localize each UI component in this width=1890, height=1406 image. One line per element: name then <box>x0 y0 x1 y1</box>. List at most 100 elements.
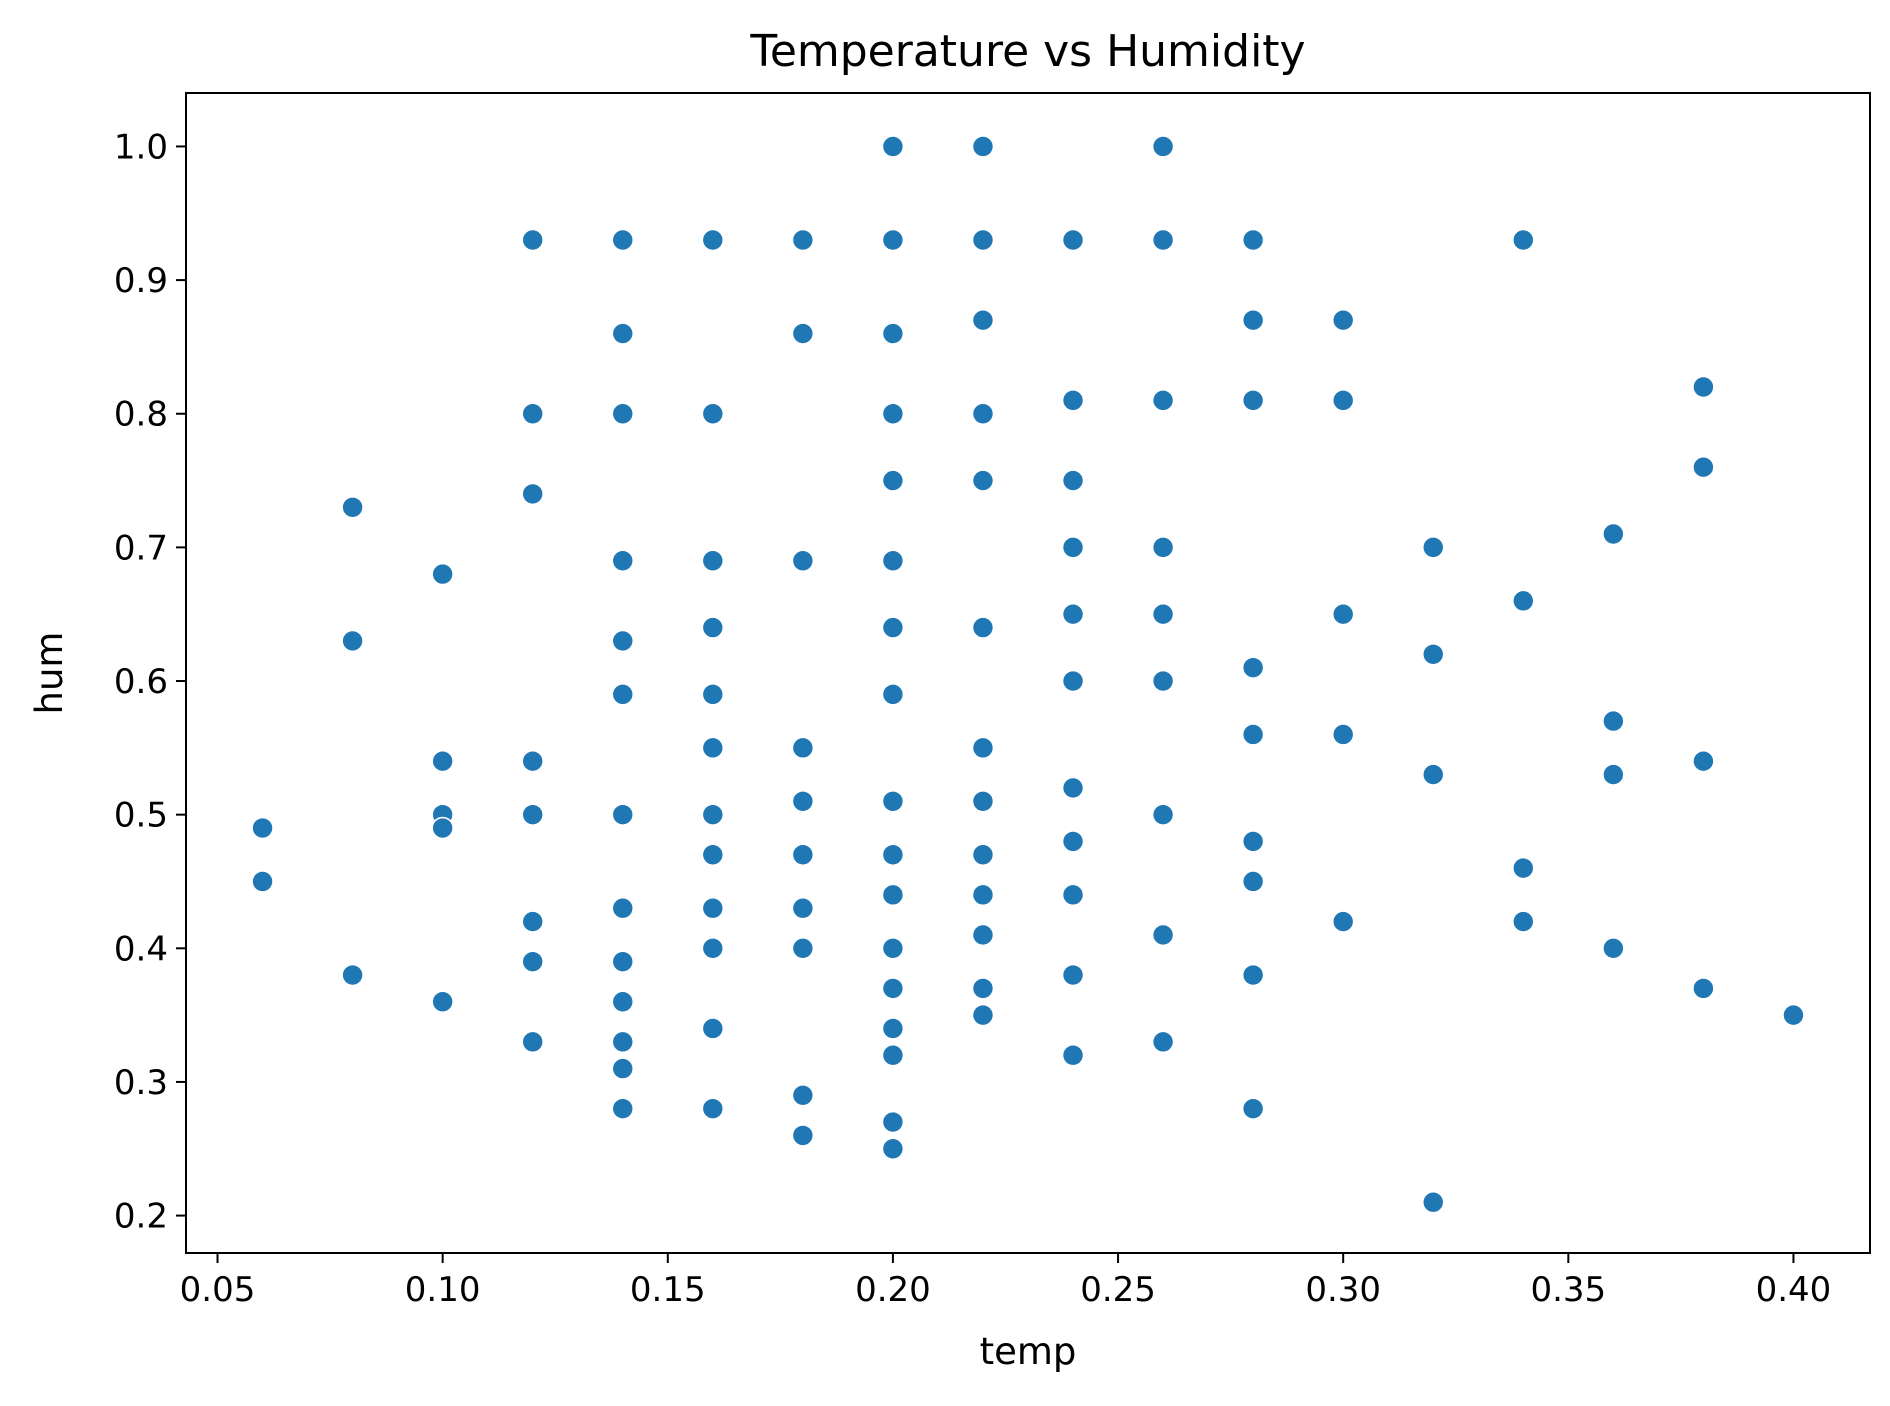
scatter-point <box>1602 936 1625 960</box>
scatter-point <box>971 135 995 158</box>
scatter-point <box>881 135 905 158</box>
scatter-point <box>881 789 905 813</box>
x-axis-label: temp <box>980 1330 1077 1373</box>
scatter-point <box>701 1017 725 1040</box>
scatter-point <box>701 896 725 920</box>
scatter-point <box>881 322 905 345</box>
scatter-point <box>701 549 725 573</box>
scatter-point <box>1331 308 1355 332</box>
scatter-point <box>611 683 635 706</box>
scatter-point <box>971 977 995 1000</box>
y-tick-label: 0.5 <box>114 796 168 836</box>
scatter-point <box>1061 830 1085 853</box>
scatter-point <box>881 402 905 426</box>
scatter-point <box>251 816 274 840</box>
scatter-point <box>791 736 815 760</box>
scatter-point <box>1692 749 1715 773</box>
scatter-point <box>611 322 635 345</box>
scatter-point <box>881 1043 905 1067</box>
y-axis-ticks: 0.2 0.3 0.4 0.5 0.6 0.7 0.8 0.9 1.0 <box>114 127 186 1237</box>
scatter-point <box>611 402 635 426</box>
scatter-point <box>1692 977 1715 1000</box>
x-tick-label: 0.30 <box>1305 1270 1381 1310</box>
scatter-point <box>971 616 995 639</box>
scatter-point <box>521 402 545 426</box>
scatter-point <box>1511 228 1535 252</box>
scatter-point <box>971 736 995 760</box>
scatter-point <box>791 1124 815 1147</box>
x-tick-label: 0.05 <box>180 1270 256 1310</box>
y-tick-label: 0.8 <box>114 395 168 435</box>
scatter-point <box>611 990 635 1014</box>
x-axis-ticks: 0.05 0.10 0.15 0.20 0.25 0.30 0.35 0.40 <box>180 1253 1832 1310</box>
scatter-point <box>701 402 725 426</box>
scatter-point <box>1061 389 1085 412</box>
points-layer <box>251 135 1805 1214</box>
y-tick-label: 0.6 <box>114 662 168 702</box>
scatter-point <box>1061 228 1085 252</box>
scatter-point <box>1151 923 1175 947</box>
scatter-point <box>1061 1043 1085 1067</box>
scatter-point <box>1241 723 1265 746</box>
scatter-point <box>611 1057 635 1080</box>
scatter-point <box>1061 669 1085 693</box>
x-tick-label: 0.40 <box>1756 1270 1832 1310</box>
scatter-point <box>611 228 635 252</box>
scatter-point <box>521 950 545 973</box>
y-tick-label: 0.3 <box>114 1063 168 1103</box>
scatter-point <box>341 963 364 987</box>
scatter-point <box>701 736 725 760</box>
scatter-point <box>881 977 905 1000</box>
scatter-point <box>1061 602 1085 626</box>
scatter-point <box>1241 963 1265 987</box>
scatter-point <box>701 1097 725 1120</box>
chart-title: Temperature vs Humidity <box>749 26 1305 77</box>
scatter-point <box>881 1017 905 1040</box>
scatter-point <box>1602 763 1625 786</box>
scatter-point <box>1151 1030 1175 1054</box>
scatter-point <box>521 803 545 826</box>
scatter-point <box>1782 1003 1805 1027</box>
scatter-point <box>971 1003 995 1027</box>
scatter-point <box>971 789 995 813</box>
scatter-point <box>1421 536 1445 559</box>
scatter-point <box>1421 1190 1445 1214</box>
scatter-point <box>1151 602 1175 626</box>
x-tick-label: 0.10 <box>405 1270 481 1310</box>
scatter-point <box>1241 389 1265 412</box>
y-tick-label: 0.9 <box>114 261 168 301</box>
scatter-point <box>1331 910 1355 933</box>
scatter-point <box>791 789 815 813</box>
scatter-point <box>611 803 635 826</box>
scatter-point <box>521 910 545 933</box>
scatter-point <box>611 1030 635 1054</box>
scatter-point <box>1602 522 1625 546</box>
scatter-point <box>1241 870 1265 893</box>
scatter-point <box>881 683 905 706</box>
scatter-point <box>701 803 725 826</box>
scatter-point <box>1151 536 1175 559</box>
scatter-point <box>1061 469 1085 492</box>
scatter-point <box>431 562 454 586</box>
scatter-point <box>1151 228 1175 252</box>
scatter-point <box>791 549 815 573</box>
scatter-point <box>341 629 364 653</box>
scatter-point <box>881 1137 905 1161</box>
scatter-point <box>431 749 454 773</box>
scatter-point <box>1241 830 1265 853</box>
scatter-point <box>1331 723 1355 746</box>
y-tick-label: 0.2 <box>114 1197 168 1237</box>
scatter-point <box>341 495 364 519</box>
scatter-point <box>1241 1097 1265 1120</box>
scatter-point <box>1151 389 1175 412</box>
scatter-point <box>1151 135 1175 158</box>
scatter-point <box>791 322 815 345</box>
scatter-point <box>1241 656 1265 679</box>
scatter-point <box>701 843 725 867</box>
scatter-point <box>1061 536 1085 559</box>
scatter-point <box>881 936 905 960</box>
scatter-point <box>791 1084 815 1107</box>
scatter-point <box>611 950 635 973</box>
